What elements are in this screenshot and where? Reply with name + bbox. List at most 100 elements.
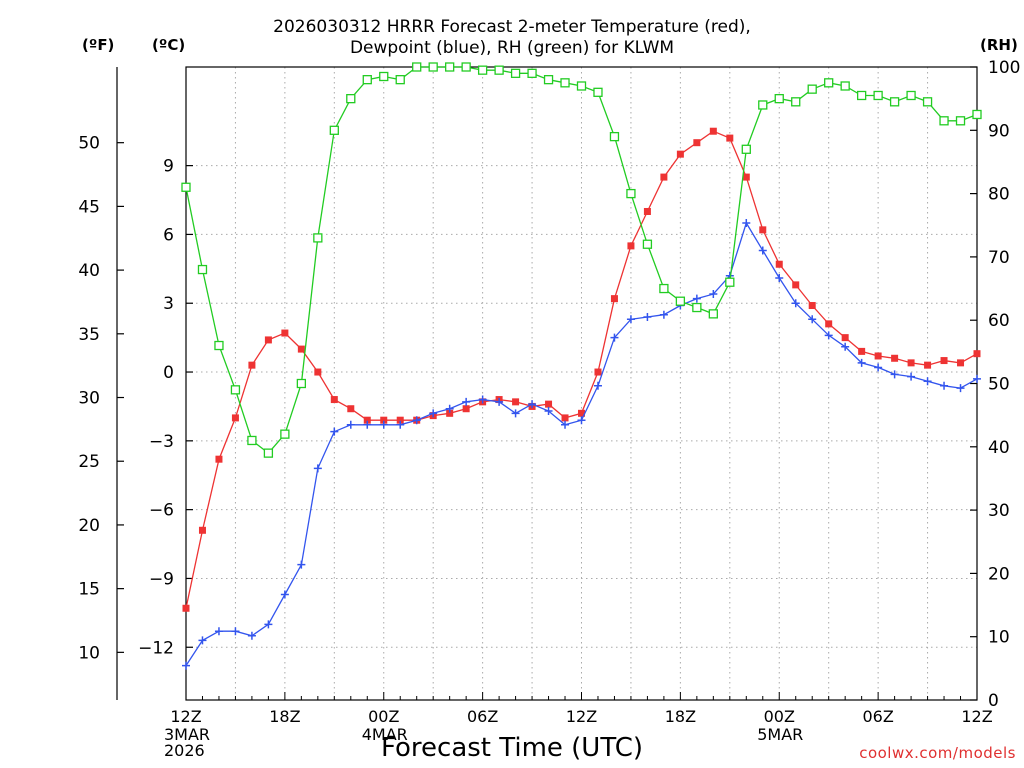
x-tick-label: 12Z — [566, 707, 597, 726]
rh-point — [477, 65, 488, 75]
rh-tick-label: 50 — [988, 375, 1010, 395]
dewpoint-point — [709, 290, 718, 299]
dewpoint-point — [182, 661, 190, 670]
dewpoint-point — [775, 274, 784, 282]
dewpoint-point — [495, 397, 504, 406]
rh-tick-label: 80 — [988, 185, 1010, 205]
temperature-point — [726, 134, 734, 142]
fahrenheit-tick-label: 10 — [78, 643, 100, 663]
rh-point — [692, 302, 702, 313]
temperature-point — [363, 416, 371, 424]
dewpoint-point — [577, 416, 586, 425]
dewpoint-point — [544, 407, 553, 416]
rh-point — [346, 94, 356, 104]
x-tick-label: 06Z — [467, 707, 498, 726]
dewpoint-point — [593, 381, 602, 390]
dewpoint-point — [297, 560, 306, 569]
temperature-point — [808, 302, 816, 310]
credit-link[interactable]: coolwx.com/models — [859, 744, 1016, 762]
rh-point — [922, 97, 933, 107]
dewpoint-point — [841, 342, 850, 351]
x-axis-title: Forecast Time (UTC) — [380, 733, 643, 763]
rh-point — [494, 65, 504, 75]
series-temperature — [182, 127, 981, 612]
temperature-point — [545, 400, 553, 408]
dewpoint-point — [264, 620, 273, 629]
temperature-point — [512, 398, 520, 406]
dewpoint-point — [692, 294, 701, 303]
celsius-tick-label: 3 — [163, 294, 174, 314]
rh-point — [906, 90, 916, 101]
rh-point — [412, 62, 422, 72]
rh-point — [214, 340, 224, 351]
temperature-point — [775, 260, 783, 268]
rh-point — [247, 435, 257, 446]
dewpoint-point — [396, 420, 405, 429]
dewpoint-point — [478, 395, 487, 404]
rh-point — [296, 378, 307, 389]
rh-point — [181, 182, 191, 192]
temperature-point — [891, 354, 899, 362]
rh-tick-label: 100 — [988, 58, 1020, 78]
rh-point — [642, 239, 653, 249]
rh-tick-label: 40 — [988, 438, 1010, 458]
celsius-tick-label: −6 — [149, 501, 174, 521]
rh-point — [791, 97, 801, 107]
rh-point — [939, 116, 949, 126]
dewpoint-point — [973, 374, 981, 383]
rh-point — [263, 448, 274, 458]
grid-layer — [186, 67, 977, 700]
rh-point — [197, 264, 208, 275]
temperature-point — [231, 414, 239, 422]
rh-point — [774, 94, 784, 104]
temperature-point — [198, 526, 206, 534]
dewpoint-point — [511, 409, 520, 418]
dewpoint-point — [626, 315, 635, 324]
rh-point — [840, 81, 850, 91]
dewpoint-point — [610, 333, 619, 342]
rh-point — [659, 283, 669, 294]
temperature-point — [709, 127, 717, 135]
dewpoint-point — [923, 377, 932, 386]
dewpoint-point — [940, 381, 949, 390]
temperature-point — [858, 347, 866, 355]
celsius-tick-label: 0 — [163, 363, 174, 383]
celsius-tick-label: −9 — [149, 569, 174, 589]
temperature-point — [676, 150, 684, 158]
x-tick-sublabel: 3MAR — [164, 725, 210, 744]
rh-point — [708, 309, 718, 319]
series-layer — [181, 62, 982, 670]
dewpoint-point — [791, 299, 800, 308]
temperature-point — [957, 359, 965, 367]
dewpoint-point — [445, 404, 454, 413]
temperature-point — [182, 604, 190, 612]
rh-point — [362, 75, 372, 85]
rh-point — [230, 385, 241, 395]
dewpoint-point — [874, 363, 883, 372]
rh-point — [395, 75, 405, 85]
temperature-point — [248, 361, 256, 369]
temperature-point — [825, 320, 833, 328]
dewpoint-point — [907, 372, 916, 381]
rh-point — [873, 90, 883, 101]
rh-point — [807, 84, 817, 94]
dewpoint-point — [412, 416, 421, 425]
dewpoint-point — [247, 631, 256, 640]
dewpoint-point — [808, 315, 817, 324]
temperature-point — [330, 396, 338, 404]
dewpoint-point — [528, 400, 537, 409]
rh-point — [675, 296, 686, 306]
rh-tick-label: 70 — [988, 248, 1010, 268]
temperature-point — [940, 357, 948, 365]
temperature-point — [924, 361, 932, 369]
rh-point — [758, 100, 768, 110]
dewpoint-point — [198, 636, 207, 645]
dewpoint-point — [214, 627, 223, 636]
dewpoint-point — [330, 427, 339, 436]
rh-tick-label: 90 — [988, 121, 1010, 141]
temperature-point — [907, 359, 915, 367]
rh-point — [445, 62, 455, 72]
temperature-point — [627, 242, 635, 250]
dewpoint-point — [561, 420, 570, 429]
